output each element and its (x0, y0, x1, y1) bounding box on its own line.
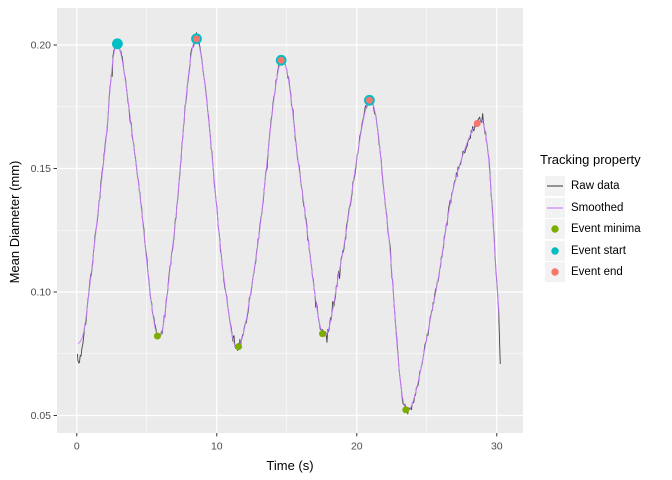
legend-key-smoothed (545, 197, 565, 218)
event-minima-key-glyph (551, 225, 559, 233)
legend-label-raw-data: Raw data (571, 180, 620, 192)
panel-background (57, 8, 523, 433)
legend-label-event-start: Event start (571, 244, 626, 257)
x-axis-title: Time (s) (266, 458, 314, 473)
x-tick-label: 0 (74, 441, 80, 453)
legend-label-smoothed: Smoothed (571, 201, 624, 214)
y-axis-title: Mean Diameter (mm) (7, 160, 22, 284)
y-tick-label: 0.10 (31, 287, 52, 299)
raw-data-key-glyph (547, 185, 563, 187)
legend-item-raw-data: Raw data (540, 176, 641, 196)
legend-item-event-start: Event start (540, 240, 641, 261)
event-minima-point (319, 330, 326, 338)
event-end-key-glyph (551, 268, 559, 276)
event-end-point (365, 96, 373, 104)
event-minima-point (402, 406, 410, 414)
legend-key-event-minima (545, 219, 565, 239)
event-minima-point (153, 332, 161, 340)
event-end-point (193, 35, 200, 43)
legend-label-event-minima: Event minima (571, 223, 641, 235)
event-end-point (277, 56, 285, 64)
y-tick-label: 0.15 (31, 163, 52, 175)
x-tick-label: 30 (491, 441, 503, 453)
legend-item-event-end: Event end (540, 262, 641, 282)
y-tick-label: 0.05 (31, 410, 52, 422)
legend: Tracking property Raw data Smoothed Event … (540, 152, 641, 284)
legend-item-event-minima: Event minima (540, 219, 641, 239)
legend-label-event-end: Event end (571, 266, 623, 278)
event-end-point (473, 120, 481, 127)
event-start-key-glyph (551, 246, 559, 255)
legend-key-raw-data (545, 176, 565, 196)
event-start-point (112, 38, 123, 50)
x-tick-label: 10 (211, 441, 223, 453)
legend-key-event-end (545, 262, 565, 282)
smoothed-line (77, 38, 501, 412)
legend-item-smoothed: Smoothed (540, 197, 641, 218)
x-tick-label: 20 (351, 441, 363, 453)
legend-title: Tracking property (540, 152, 641, 167)
event-minima-point (235, 343, 242, 351)
y-tick-label: 0.20 (31, 40, 52, 52)
legend-key-event-start (545, 240, 565, 261)
legend-items: Raw data Smoothed Event minima Event start E… (540, 176, 641, 282)
smoothed-key-glyph (547, 206, 563, 209)
